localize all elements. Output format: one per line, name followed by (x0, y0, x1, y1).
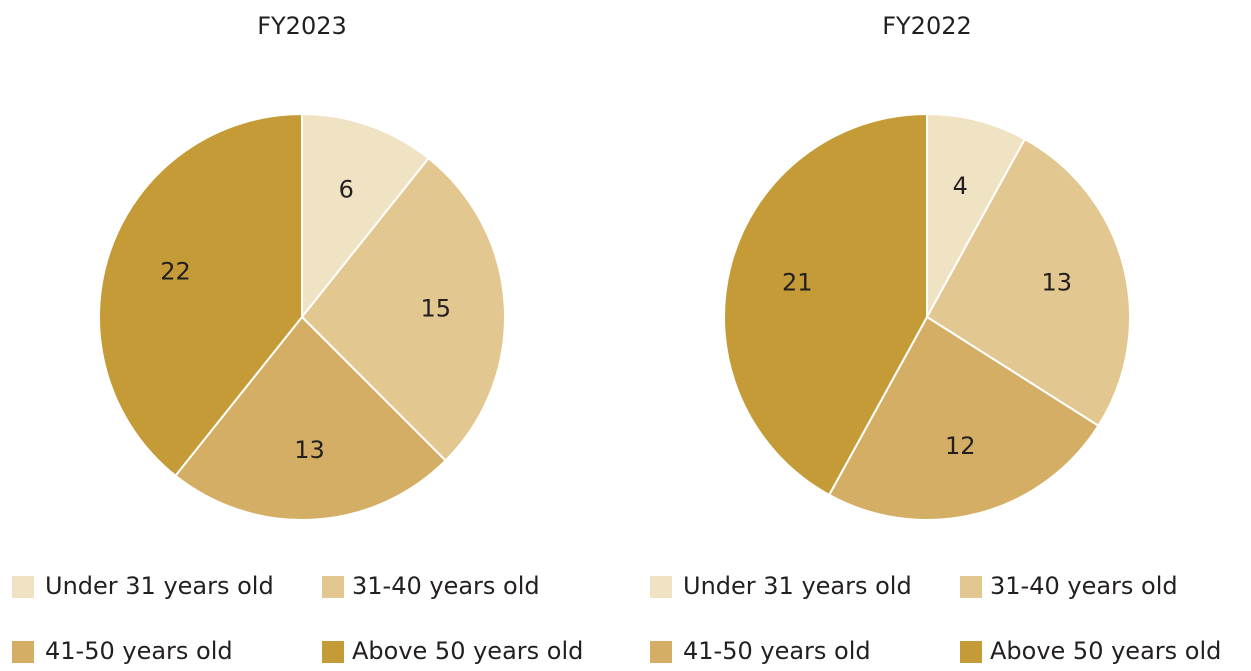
pie-slice (926, 112, 1027, 318)
data-label: 22 (160, 258, 191, 286)
data-label: 13 (1041, 269, 1072, 297)
pie-slice (98, 112, 303, 478)
data-label: 12 (945, 432, 976, 460)
legend-swatch (960, 641, 982, 663)
data-label: 13 (294, 436, 325, 464)
legend-swatch (322, 641, 344, 663)
legend-label: Under 31 years old (683, 572, 912, 600)
chart-title: FY2023 (257, 12, 347, 40)
legend-label: 41-50 years old (45, 637, 233, 665)
legend-label: Under 31 years old (45, 572, 274, 600)
pie-slice (925, 137, 1131, 428)
legend-swatch (650, 641, 672, 663)
pie-slice (301, 112, 430, 320)
legend-label: Above 50 years old (352, 637, 583, 665)
pie-slice (827, 315, 1100, 521)
legend-swatch (960, 576, 982, 598)
legend-swatch (12, 641, 34, 663)
pie-slice (174, 315, 447, 521)
legend-swatch (12, 576, 34, 598)
chart-title: FY2022 (882, 12, 972, 40)
legend-swatch (322, 576, 344, 598)
data-label: 15 (420, 294, 451, 322)
legend-label: 41-50 years old (683, 637, 871, 665)
legend-swatch (650, 576, 672, 598)
legend-label: Above 50 years old (990, 637, 1221, 665)
data-label: 4 (953, 172, 968, 200)
legend-label: 31-40 years old (990, 572, 1178, 600)
legend-label: 31-40 years old (352, 572, 540, 600)
pie-slice (723, 112, 928, 497)
data-label: 21 (782, 269, 813, 297)
pie-slice (300, 156, 506, 462)
data-label: 6 (339, 176, 354, 204)
